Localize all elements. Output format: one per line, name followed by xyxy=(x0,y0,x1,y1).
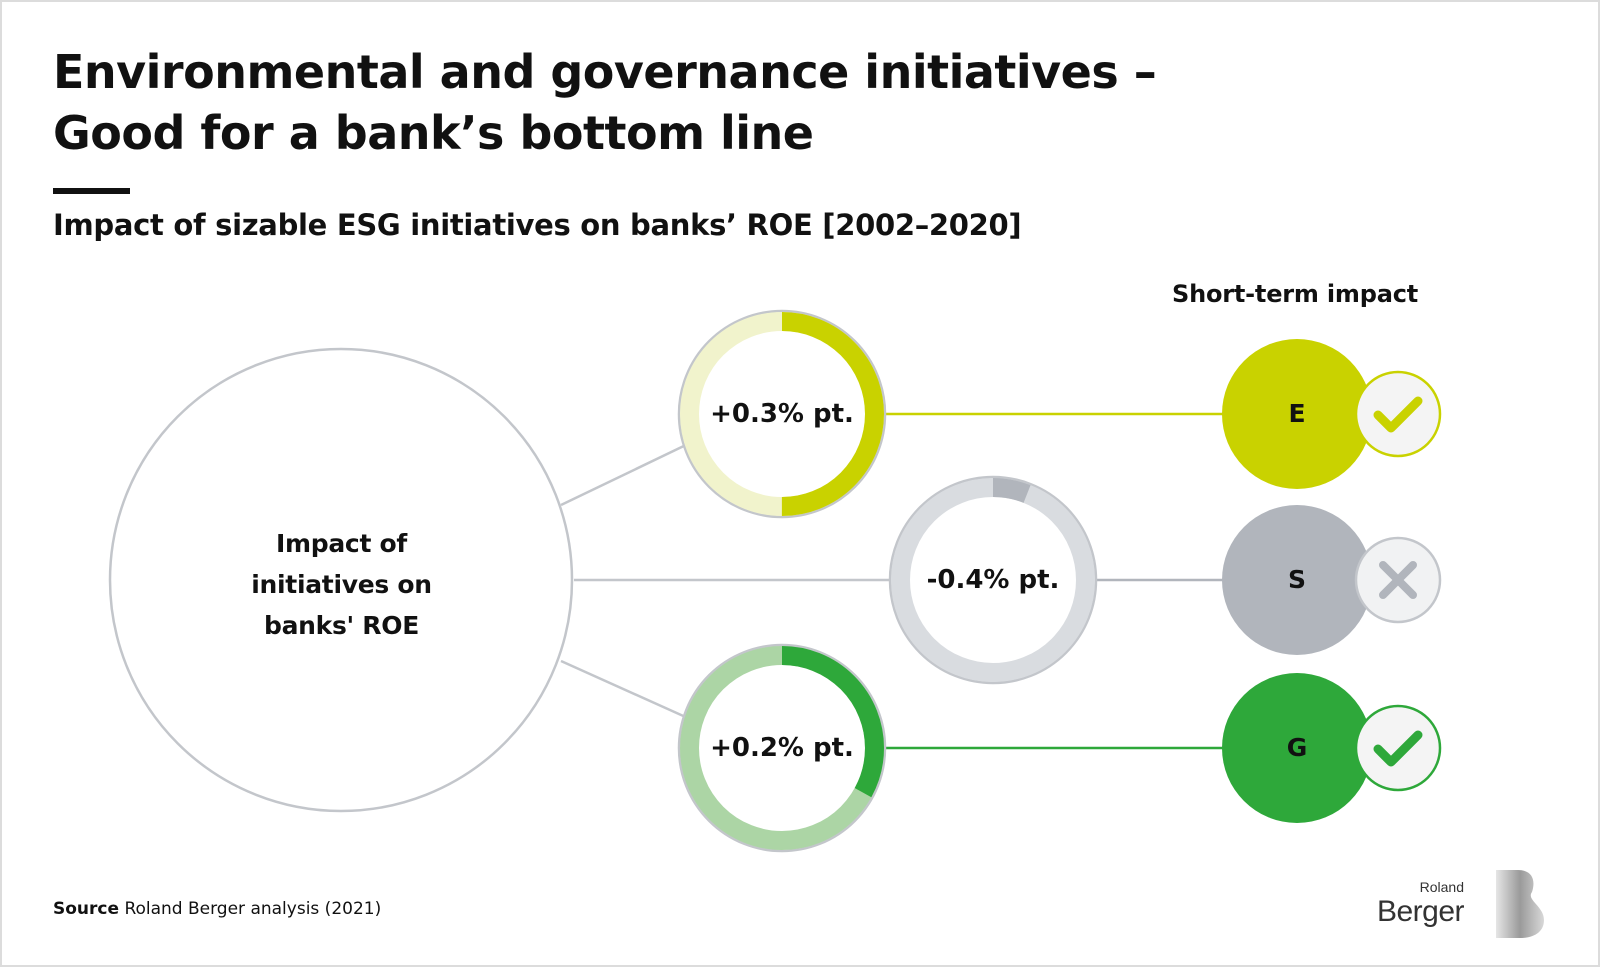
impact-ring-arc-e xyxy=(680,312,884,516)
roland-berger-logo: Roland Berger xyxy=(1377,864,1554,942)
logo-b-mark-icon xyxy=(1496,870,1544,938)
impact-value-e: +0.3% pt. xyxy=(710,399,854,429)
status-circle-g xyxy=(1354,704,1442,792)
cross-icon-s xyxy=(1379,561,1417,599)
pillar-badge-g xyxy=(1222,673,1372,823)
center-circle-label: Impact of initiatives on banks' ROE xyxy=(204,523,479,646)
short-term-impact-header: Short-term impact xyxy=(1172,280,1418,308)
logo-text-berger: Berger xyxy=(1376,895,1465,928)
center-label-line-1: Impact of xyxy=(276,529,407,558)
title-accent-rule xyxy=(53,188,130,194)
page-title: Environmental and governance initiatives… xyxy=(53,42,1253,164)
pillar-badge-s xyxy=(1222,505,1372,655)
pillar-letter-s: S xyxy=(1287,565,1306,594)
title-line-2: Good for a bank’s bottom line xyxy=(53,106,814,160)
connector-center-to-e xyxy=(560,441,691,507)
source-text: Roland Berger analysis (2021) xyxy=(124,899,382,919)
connector-center-to-g xyxy=(560,659,691,721)
title-line-1: Environmental and governance initiatives… xyxy=(53,45,1157,99)
source-label: Source xyxy=(53,899,120,919)
page-subtitle: Impact of sizable ESG initiatives on ban… xyxy=(53,208,1022,242)
logo-text-roland: Roland xyxy=(1419,879,1464,895)
pillar-letter-e: E xyxy=(1288,399,1306,428)
impact-ring-arc-g xyxy=(680,646,884,850)
pillar-letter-g: G xyxy=(1286,733,1308,762)
check-icon-g xyxy=(1373,730,1423,767)
pillar-badge-e xyxy=(1222,339,1372,489)
impact-value-s: -0.4% pt. xyxy=(926,565,1060,595)
check-icon-e xyxy=(1373,396,1423,433)
impact-ring-arc-s xyxy=(891,478,1095,682)
center-label-line-3: banks' ROE xyxy=(263,611,419,640)
impact-value-g: +0.2% pt. xyxy=(710,733,854,763)
center-circle xyxy=(108,347,574,813)
status-circle-e xyxy=(1354,370,1442,458)
source-note: Source Roland Berger analysis (2021) xyxy=(53,898,381,920)
center-label-line-2: initiatives on xyxy=(251,570,432,599)
